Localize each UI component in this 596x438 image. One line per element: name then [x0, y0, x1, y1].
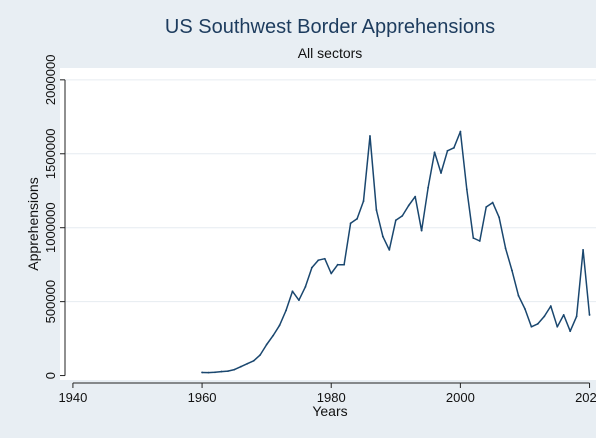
data-point [569, 330, 572, 333]
data-point [543, 315, 546, 318]
x-axis-title: Years [312, 403, 347, 419]
data-point [336, 263, 339, 266]
data-point [440, 172, 442, 174]
data-point [330, 272, 333, 275]
data-point [582, 248, 584, 251]
series-group [201, 130, 591, 374]
data-point [388, 248, 391, 251]
data-point [562, 314, 565, 316]
data-point [420, 229, 423, 232]
data-point [401, 214, 404, 217]
data-point [362, 200, 365, 202]
data-point [343, 263, 346, 266]
data-point [504, 247, 507, 250]
y-tick-label: 0 [43, 372, 58, 379]
gridlines [60, 79, 596, 303]
y-tick-label: 1500000 [43, 128, 58, 179]
x-tick-label: 2000 [446, 390, 475, 405]
data-point [465, 188, 468, 191]
data-point [272, 334, 275, 337]
x-tick-label: 1960 [188, 390, 217, 405]
data-point [498, 216, 501, 219]
data-point [285, 309, 287, 312]
data-point [233, 368, 236, 371]
plot-area [60, 68, 596, 380]
data-point [524, 308, 526, 310]
x-tick-label: 1940 [58, 390, 87, 405]
data-point [414, 195, 417, 198]
y-axis-title: Apprehensions [25, 177, 41, 270]
data-point [214, 371, 216, 374]
axes: 0 500000 1000000 1500000 2000000 1940 1960 1980… [43, 55, 596, 405]
data-point [239, 365, 242, 368]
data-point [485, 206, 488, 208]
data-point [433, 151, 436, 154]
data-point [530, 325, 533, 328]
data-point [246, 362, 249, 365]
chart-subtitle: All sectors [297, 45, 363, 61]
data-point [310, 266, 313, 269]
data-point [459, 130, 462, 133]
x-tick-label: 2020 [575, 390, 596, 405]
data-point [472, 237, 475, 239]
data-point [369, 135, 371, 137]
data-point [252, 359, 255, 362]
data-point [427, 186, 429, 189]
data-point [491, 201, 494, 204]
y-tick-label: 500000 [43, 280, 58, 323]
data-point [453, 146, 455, 149]
data-point [220, 370, 223, 373]
data-point [278, 324, 281, 327]
data-point [265, 343, 268, 346]
y-tick-label: 1000000 [43, 202, 58, 253]
data-point [407, 204, 410, 207]
data-point [304, 285, 307, 288]
data-point [317, 259, 320, 262]
data-point [588, 314, 591, 316]
data-point [323, 257, 326, 260]
data-point [575, 315, 578, 318]
data-point [349, 222, 352, 225]
data-point [298, 299, 300, 302]
data-point [549, 305, 552, 307]
data-point [511, 269, 513, 272]
y-tick-label: 2000000 [43, 55, 58, 106]
data-point [227, 370, 229, 373]
data-point [291, 290, 294, 293]
data-point [375, 209, 378, 211]
data-point [446, 149, 449, 152]
data-point [381, 235, 384, 238]
data-point [201, 371, 203, 374]
chart-title: US Southwest Border Apprehensions [164, 16, 496, 38]
data-point [207, 371, 210, 374]
data-point [556, 325, 559, 328]
data-point [478, 240, 481, 242]
data-point [536, 322, 539, 325]
data-point [517, 294, 520, 297]
data-point [259, 353, 262, 356]
data-point [394, 219, 397, 222]
x-tick-label: 1980 [317, 390, 346, 405]
data-point [356, 217, 358, 220]
